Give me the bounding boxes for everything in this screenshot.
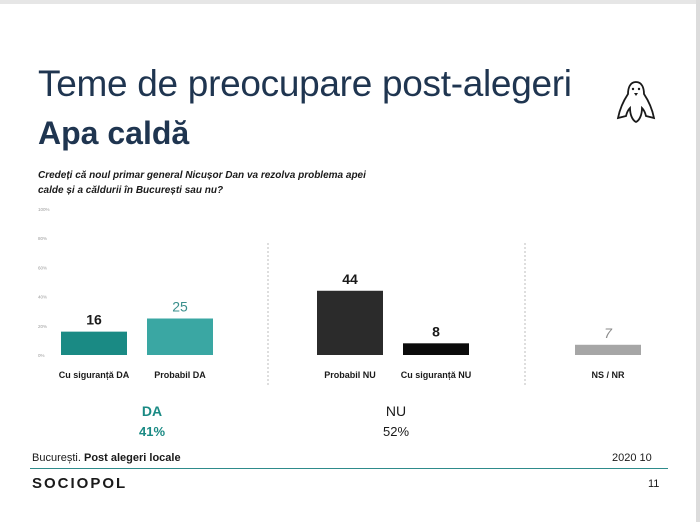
y-tick-label: 60% xyxy=(38,265,47,270)
slide-edge-top xyxy=(0,0,700,4)
y-tick-label: 100% xyxy=(38,207,50,212)
data-label: 7 xyxy=(604,325,613,341)
y-tick-label: 80% xyxy=(38,236,47,241)
bar-chart: 100% 80% 60% 40% 20% 0% 16 Cu siguranță DA 25 Pro… xyxy=(38,207,641,439)
slide-title: Teme de preocupare post-alegeri xyxy=(38,63,572,104)
y-tick-label: 20% xyxy=(38,324,47,329)
slide-edge-right xyxy=(696,0,700,522)
footer-survey: Post alegeri locale xyxy=(83,452,181,464)
data-label: 25 xyxy=(172,299,188,315)
data-label: 44 xyxy=(342,271,358,287)
category-label: Cu siguranță DA xyxy=(59,370,130,380)
bar xyxy=(61,331,127,355)
group-total: 41% xyxy=(139,424,165,439)
bar xyxy=(317,290,383,355)
group-total: 52% xyxy=(383,424,409,439)
group-label: DA xyxy=(142,403,162,419)
penguin-logo-icon xyxy=(616,81,656,124)
slide-subtitle: Apa caldă xyxy=(38,115,190,151)
footer-divider xyxy=(30,468,668,469)
footer-date: 2020 10 xyxy=(612,452,652,464)
y-tick-label: 40% xyxy=(38,295,47,300)
bar xyxy=(575,344,641,355)
data-label: 16 xyxy=(86,312,102,328)
data-label: 8 xyxy=(432,323,440,339)
category-label: NS / NR xyxy=(591,370,625,380)
category-label: Probabil DA xyxy=(154,370,206,380)
brand-logo-text: SOCIOPOL xyxy=(32,475,128,492)
footer-source: București. Post alegeri locale xyxy=(32,452,181,464)
y-tick-label: 0% xyxy=(38,353,45,358)
group-label: NU xyxy=(386,403,406,419)
survey-question: Credeți că noul primar general Nicușor D… xyxy=(38,170,366,196)
bar xyxy=(403,343,469,355)
footer-city: București. xyxy=(32,452,81,464)
bar xyxy=(147,318,213,355)
category-label: Probabil NU xyxy=(324,370,376,380)
category-label: Cu siguranță NU xyxy=(401,370,472,380)
page-number: 11 xyxy=(648,478,660,490)
